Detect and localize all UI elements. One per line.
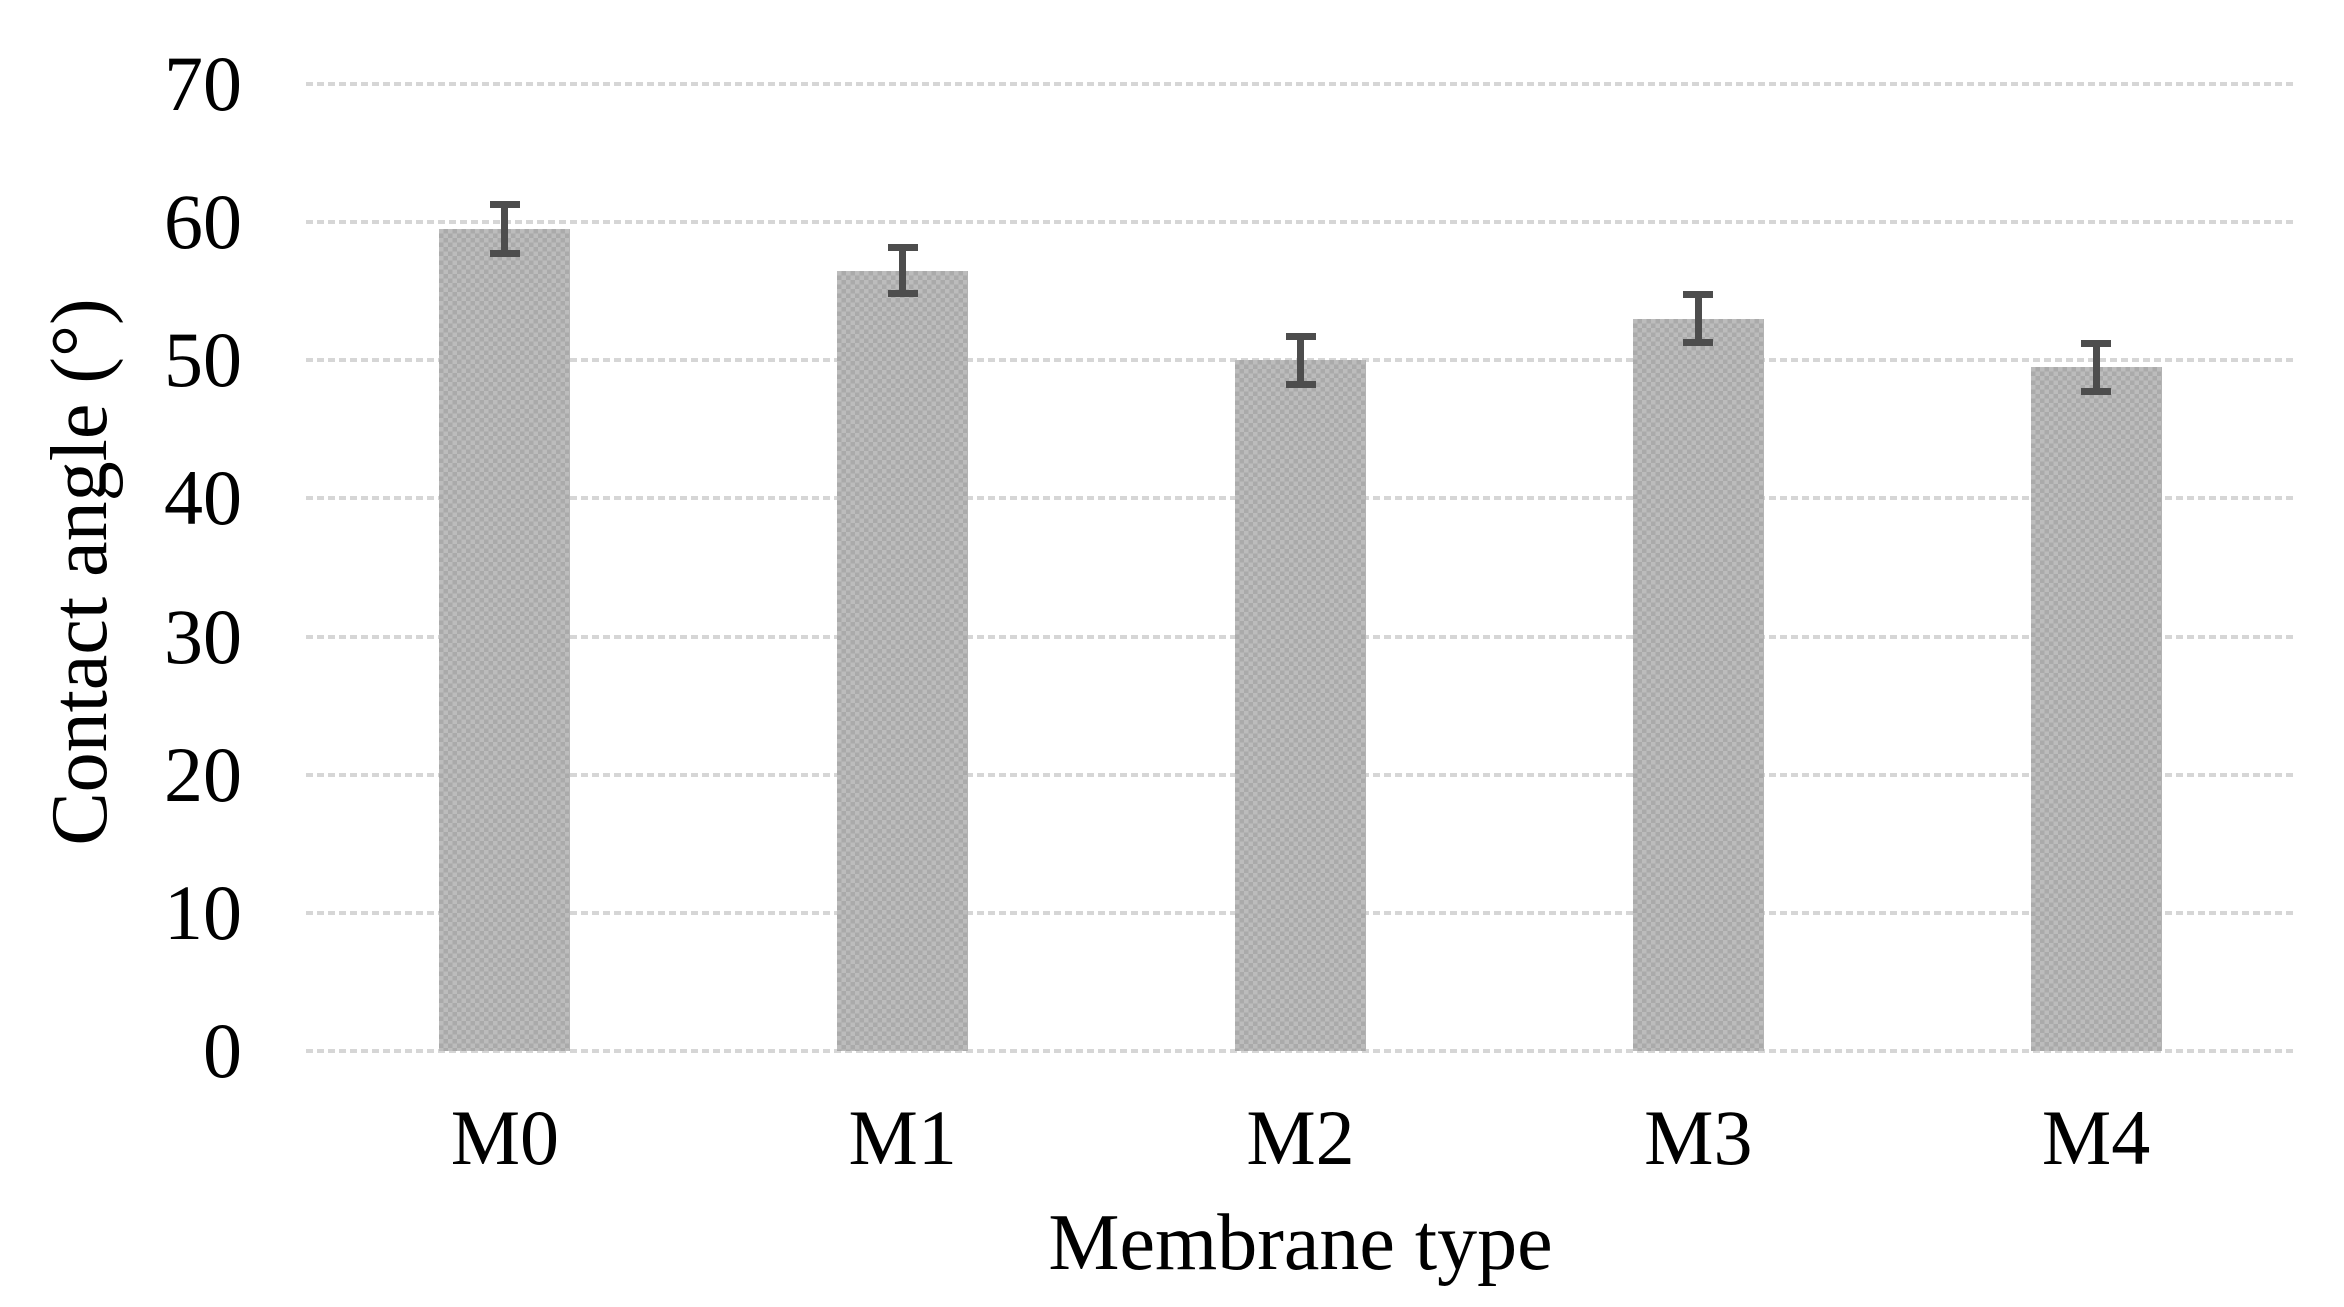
category-label-M4: M4: [2041, 1094, 2151, 1181]
gridline-0: [306, 1049, 2295, 1053]
error-bar-M2: [1297, 332, 1304, 388]
error-bar-cap-bottom-M3: [1683, 339, 1714, 347]
error-bar-M0: [501, 201, 509, 257]
y-tick-label-10: 10: [164, 868, 242, 956]
error-bar-cap-top-M1: [887, 244, 918, 252]
category-label-M0: M0: [450, 1094, 560, 1181]
bar-M2: [1235, 360, 1366, 1051]
error-bar-cap-bottom-M0: [489, 249, 520, 257]
y-tick-label-70: 70: [164, 40, 242, 127]
y-tick-label-50: 50: [164, 316, 242, 404]
gridline-60: [306, 220, 2295, 225]
category-label-M3: M3: [1644, 1094, 1753, 1181]
y-tick-label-20: 20: [164, 730, 242, 818]
bar-M1: [837, 270, 969, 1051]
bar-M0: [439, 229, 571, 1051]
error-bar-cap-bottom-M4: [2081, 387, 2112, 395]
y-tick-label-60: 60: [164, 178, 242, 266]
gridline-70: [306, 82, 2295, 86]
error-bar-M1: [899, 244, 907, 297]
y-tick-label-40: 40: [164, 454, 242, 542]
error-bar-cap-top-M3: [1683, 291, 1714, 299]
error-bar-M4: [2092, 339, 2100, 395]
y-tick-label-30: 30: [164, 592, 242, 680]
error-bar-cap-top-M4: [2081, 339, 2112, 347]
y-tick-label-0: 0: [203, 1007, 242, 1094]
error-bar-cap-top-M0: [489, 201, 520, 209]
bar-M3: [1632, 318, 1764, 1051]
error-bar-M3: [1694, 291, 1702, 347]
category-label-M2: M2: [1246, 1094, 1355, 1181]
error-bar-cap-bottom-M1: [887, 289, 918, 297]
bar-M4: [2030, 367, 2162, 1051]
category-label-M1: M1: [848, 1094, 957, 1181]
error-bar-cap-bottom-M2: [1285, 380, 1316, 388]
x-axis-title: Membrane type: [1048, 1199, 1553, 1287]
error-bar-cap-top-M2: [1285, 332, 1316, 340]
plot-area: [306, 82, 2295, 1053]
